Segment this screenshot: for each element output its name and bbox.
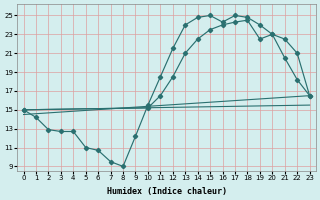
X-axis label: Humidex (Indice chaleur): Humidex (Indice chaleur) (107, 187, 227, 196)
